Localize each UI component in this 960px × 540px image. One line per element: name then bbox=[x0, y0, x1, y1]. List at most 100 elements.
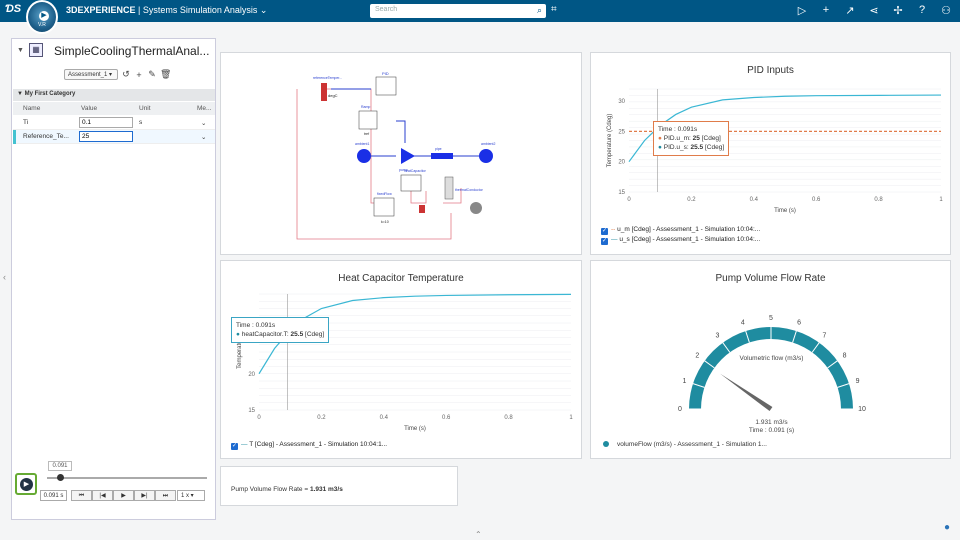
assessment-select[interactable]: Assessment_1 ▾ bbox=[64, 69, 118, 80]
collapse-arrow-icon[interactable]: ▼ bbox=[17, 47, 24, 54]
time-slider-handle[interactable] bbox=[57, 474, 64, 481]
ramp-block[interactable] bbox=[358, 110, 378, 130]
chart-tooltip: Time : 0.091s ● heatCapacitor.T: 25.5 [C… bbox=[231, 317, 330, 343]
x-tick-label: 0.6 bbox=[812, 197, 821, 203]
value-input[interactable] bbox=[79, 131, 133, 142]
y-tick-label: 25 bbox=[618, 129, 625, 135]
pump-block[interactable] bbox=[401, 148, 415, 164]
gauge-tick bbox=[837, 383, 850, 388]
forward-icon[interactable]: ↗ bbox=[845, 5, 855, 17]
heat-flow-sensor[interactable] bbox=[419, 205, 425, 213]
x-tick-label: 0.4 bbox=[380, 415, 389, 421]
fixed-flow-block[interactable] bbox=[373, 197, 395, 217]
collapse-left-icon[interactable]: ‹ bbox=[3, 272, 6, 282]
category-label: My First Category bbox=[24, 91, 76, 97]
legend-item[interactable]: volumeFlow (m3/s) - Assessment_1 - Simul… bbox=[603, 441, 767, 448]
table-row[interactable]: Reference_Te... ⌄ bbox=[13, 130, 215, 144]
reset-icon[interactable]: ↺ bbox=[122, 69, 130, 79]
value-input[interactable] bbox=[79, 117, 133, 128]
checkbox[interactable]: ✓ bbox=[601, 238, 608, 245]
legend-label: T [Cdeg] - Assessment_1 - Simulation 10:… bbox=[249, 441, 388, 448]
dash-icon: — bbox=[241, 441, 248, 448]
share-icon[interactable]: ▷ bbox=[797, 5, 807, 17]
diagram-label: tref bbox=[364, 132, 369, 136]
model-title: SimpleCoolingThermalAnal... bbox=[54, 44, 210, 58]
edit-icon[interactable]: ✎ bbox=[148, 69, 156, 79]
time-slider[interactable] bbox=[47, 477, 207, 479]
brand-label: 3DEXPERIENCE bbox=[66, 5, 136, 15]
ambient-source-1[interactable] bbox=[357, 149, 371, 163]
top-bar: ƊS ▶ V.R 3DEXPERIENCE | Systems Simulatio… bbox=[0, 0, 960, 34]
info-value: 1.931 m3/s bbox=[309, 486, 343, 493]
col-me: Me... bbox=[197, 105, 212, 112]
delete-icon[interactable]: 🗑 bbox=[160, 69, 172, 79]
search-placeholder: Search bbox=[375, 6, 398, 13]
bullet-icon: ● bbox=[236, 331, 240, 338]
notification-icon[interactable]: ● bbox=[943, 522, 950, 533]
first-frame-button[interactable]: ⏮ bbox=[71, 490, 92, 501]
user-icon[interactable]: ⚇ bbox=[941, 5, 951, 17]
col-value: Value bbox=[81, 105, 98, 112]
next-frame-button[interactable]: ▶| bbox=[134, 490, 155, 501]
compass-tools-icon[interactable]: ✢ bbox=[893, 5, 903, 17]
speed-value: 1 x bbox=[181, 493, 190, 499]
thermal-conductor-block[interactable] bbox=[444, 176, 454, 200]
y-tick-label: 20 bbox=[248, 372, 255, 378]
x-tick-label: 0 bbox=[627, 197, 631, 203]
heat-capacitor-panel: Heat Capacitor Temperature 15202500.20.4… bbox=[220, 260, 582, 459]
chevron-up-icon[interactable]: ⌃ bbox=[475, 530, 482, 539]
x-tick-label: 0.2 bbox=[317, 415, 326, 421]
fan-block[interactable] bbox=[470, 202, 482, 214]
flow-gauge[interactable]: 0 1 2 3 4 5 6 7 8 9 10 bbox=[591, 261, 952, 460]
chart-title: PID Inputs bbox=[747, 65, 794, 76]
add-icon[interactable]: + bbox=[822, 4, 830, 16]
x-tick-label: 0 bbox=[257, 415, 261, 421]
add-icon[interactable]: + bbox=[136, 69, 142, 80]
legend-item[interactable]: ✓ — u_s [Cdeg] - Assessment_1 - Simulatio… bbox=[601, 236, 760, 245]
legend-dot bbox=[603, 441, 609, 447]
tooltip-value: 25.5 bbox=[290, 331, 304, 338]
legend-item[interactable]: ✓ — T [Cdeg] - Assessment_1 - Simulation … bbox=[231, 441, 387, 450]
model-diagram[interactable]: degC referenceTemper... PID Ramp tref am… bbox=[221, 53, 583, 256]
category-header[interactable]: ▼ My First Category bbox=[13, 89, 215, 101]
compass-icon[interactable]: ▶ V.R bbox=[26, 0, 58, 34]
table-row[interactable]: Ti s ⌄ bbox=[13, 116, 215, 130]
col-name: Name bbox=[23, 105, 41, 112]
prev-frame-button[interactable]: |◀ bbox=[92, 490, 113, 501]
gauge-needle bbox=[720, 373, 773, 412]
search-input[interactable]: Search ⌕ bbox=[370, 4, 546, 18]
legend-item[interactable]: ✓ -- u_m [Cdeg] - Assessment_1 - Simulati… bbox=[601, 226, 760, 235]
diagram-label: pipe bbox=[435, 147, 442, 151]
time-value[interactable]: 0.091 s bbox=[40, 490, 67, 501]
diagram-label: degC bbox=[328, 93, 338, 98]
help-icon[interactable]: ? bbox=[918, 4, 926, 16]
diagram-label: pump bbox=[399, 168, 408, 172]
x-tick-label: 0.2 bbox=[687, 197, 696, 203]
run-simulation-button[interactable]: ▶ bbox=[15, 473, 37, 495]
heat-capacitor-block[interactable] bbox=[400, 174, 422, 192]
last-frame-button[interactable]: ⏭ bbox=[155, 490, 176, 501]
y-axis-label: Temperature (Cdeg) bbox=[607, 114, 613, 168]
app-title[interactable]: 3DEXPERIENCE | Systems Simulation Analys… bbox=[66, 5, 268, 15]
x-tick-label: 0.8 bbox=[874, 197, 883, 203]
speed-select[interactable]: 1 x ▾ bbox=[177, 490, 205, 501]
ds-logo-icon[interactable]: ƊS bbox=[5, 3, 22, 15]
chart-title: Pump Volume Flow Rate bbox=[715, 273, 826, 284]
diagram-label: Ramp bbox=[361, 105, 370, 109]
search-icon[interactable]: ⌕ bbox=[536, 5, 542, 15]
checkbox[interactable]: ✓ bbox=[231, 443, 238, 450]
ambient-source-2[interactable] bbox=[479, 149, 493, 163]
bullet-icon: ● bbox=[658, 144, 662, 151]
checkbox[interactable]: ✓ bbox=[601, 228, 608, 235]
row-unit: s bbox=[139, 119, 143, 126]
play-button[interactable]: ▶ bbox=[113, 490, 134, 501]
network-icon[interactable]: ⋖ bbox=[869, 5, 879, 17]
pipe-block[interactable] bbox=[431, 153, 453, 159]
chevron-down-icon[interactable]: ⌄ bbox=[201, 134, 207, 141]
chevron-down-icon[interactable]: ⌄ bbox=[201, 120, 207, 127]
temperature-sensor[interactable] bbox=[321, 83, 327, 101]
tag-icon[interactable]: ⌗ bbox=[551, 4, 557, 15]
pid-block[interactable] bbox=[375, 76, 397, 96]
x-tick-label: 1 bbox=[939, 197, 943, 203]
